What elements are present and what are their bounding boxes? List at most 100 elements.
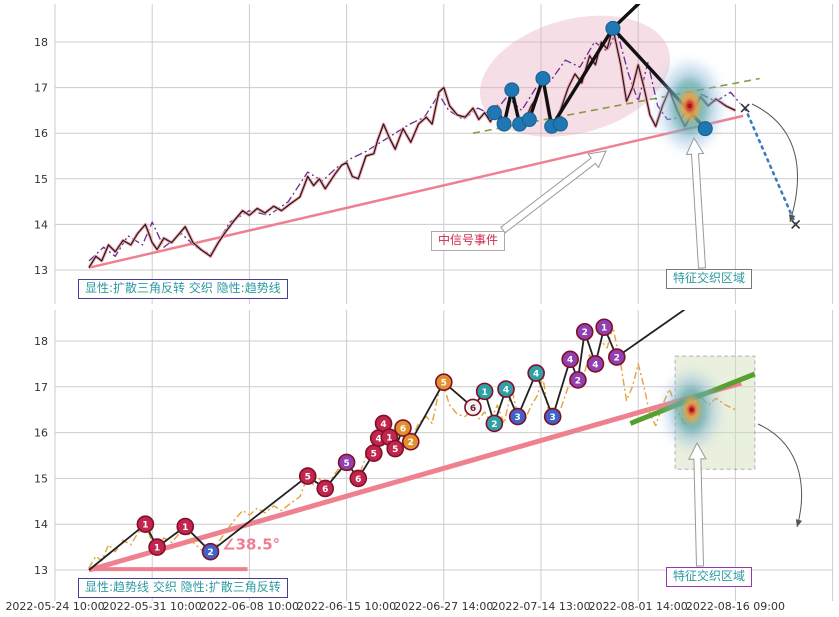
price-dashdot: [88, 326, 736, 569]
y-tick-label: 15: [34, 472, 48, 485]
feature-zone-label-bottom: 特征交织区域: [666, 567, 753, 587]
wave-marker: 5: [337, 453, 356, 472]
wave-marker: 2: [201, 542, 220, 561]
y-tick-label: 17: [34, 381, 48, 394]
wave-marker: 5: [298, 467, 317, 485]
wave-marker-number: 6: [400, 424, 406, 434]
price: [88, 27, 736, 269]
y-tick-label: 13: [34, 264, 48, 277]
panel-top: [87, 4, 801, 269]
wave-marker-number: 1: [154, 544, 160, 554]
wave-marker-number: 4: [380, 420, 386, 430]
curve-pointer: [757, 423, 803, 528]
wave-marker: 6: [394, 419, 412, 437]
wave-marker: 6: [464, 398, 482, 417]
heat-blob-center: [689, 407, 695, 413]
wave-marker-number: 2: [582, 328, 588, 338]
hollow-arrow: [685, 136, 707, 269]
feature-zone-label-top: 特征交织区域: [666, 269, 753, 289]
signal-dot: [605, 20, 621, 36]
wave-marker: 1: [595, 318, 613, 337]
x-tick-label: 2022-06-15 10:00: [297, 600, 396, 613]
y-tick-label: 17: [34, 82, 48, 95]
breakout-line: [611, 4, 641, 30]
wave-marker: 6: [316, 479, 335, 498]
wave-marker: 5: [434, 373, 453, 392]
wave-marker: 6: [349, 469, 368, 488]
signal-dot: [486, 105, 502, 121]
wave-marker: 1: [475, 382, 494, 401]
wave-marker: 2: [569, 371, 587, 389]
wave-marker-number: 5: [305, 473, 311, 483]
curve-pointer-head: [789, 214, 796, 222]
y-tick-label: 16: [34, 427, 48, 440]
curve-pointer-head: [795, 519, 803, 527]
wave-marker-number: 1: [142, 521, 148, 531]
wave-marker-number: 2: [207, 548, 213, 558]
wave-marker-number: 1: [386, 434, 392, 444]
y-tick-label: 13: [34, 564, 48, 577]
hollow-arrow: [500, 150, 607, 234]
wave-marker-number: 3: [515, 413, 521, 423]
panel1-caption: 显性:扩散三角反转 交织 隐性:趋势线: [78, 279, 288, 299]
x-tick-label: 2022-05-24 10:00: [5, 600, 104, 613]
y-tick-label: 14: [34, 518, 48, 531]
wave-marker: 3: [543, 407, 562, 426]
wave-marker: 4: [527, 364, 545, 382]
cross-marker: [791, 219, 801, 229]
curve-pointer: [751, 103, 798, 223]
angle-annotation: ∠38.5°: [222, 535, 280, 553]
y-tick-label: 18: [34, 335, 48, 348]
wave-marker-number: 6: [322, 485, 328, 495]
wave-marker: 5: [365, 444, 383, 463]
wave-marker: 5: [386, 439, 405, 458]
signal-dot: [697, 121, 713, 137]
wave-marker-number: 5: [441, 379, 447, 389]
wave-marker: 3: [508, 407, 527, 426]
wave-marker-number: 1: [481, 388, 487, 398]
hollow-arrow: [688, 441, 707, 567]
wave-marker: 1: [176, 517, 195, 536]
signal-dot: [504, 82, 520, 98]
wave-marker-number: 5: [343, 459, 349, 469]
wave-marker-number: 4: [567, 356, 573, 366]
wave-marker: 4: [586, 355, 605, 373]
y-tick-label: 16: [34, 127, 48, 140]
wave-marker: 4: [497, 380, 515, 398]
panel2-caption: 显性:趋势线 交织 隐性:扩散三角反转: [78, 578, 288, 598]
wave-marker-number: 4: [376, 434, 382, 444]
wave-marker-number: 5: [392, 445, 398, 455]
x-tick-label: 2022-08-01 14:00: [589, 600, 688, 613]
x-tick-label: 2022-07-14 13:00: [491, 600, 590, 613]
x-tick-label: 2022-08-16 09:00: [686, 600, 785, 613]
annotation-arrows: [500, 103, 803, 567]
wave-marker: 2: [575, 323, 594, 341]
wave-marker-number: 3: [550, 413, 556, 423]
wave-marker-number: 1: [182, 523, 188, 533]
wave-marker-number: 2: [408, 438, 414, 448]
wave-marker: 1: [148, 538, 166, 556]
heat-blob-center: [687, 103, 693, 109]
signal-dot: [552, 116, 568, 132]
y-tick-label: 15: [34, 173, 48, 186]
wave-marker: 2: [401, 432, 420, 451]
signal-dot: [496, 116, 512, 132]
x-tick-label: 2022-05-31 10:00: [103, 600, 202, 613]
trend-line-thick: [88, 380, 742, 573]
x-tick-label: 2022-06-08 10:00: [200, 600, 299, 613]
wave-marker: 4: [561, 350, 579, 369]
signal-dot: [535, 70, 551, 86]
wave-marker-number: 4: [592, 360, 598, 370]
wave-marker-number: 2: [575, 376, 581, 386]
wave-marker: 1: [136, 515, 155, 534]
forecast-dotted: [743, 106, 797, 226]
wave-marker-number: 2: [491, 420, 497, 430]
signal-event-label: 中信号事件: [431, 231, 506, 251]
wave-marker-number: 6: [355, 475, 361, 485]
wave-marker-number: 4: [533, 369, 539, 379]
wave-marker-number: 1: [601, 324, 607, 334]
